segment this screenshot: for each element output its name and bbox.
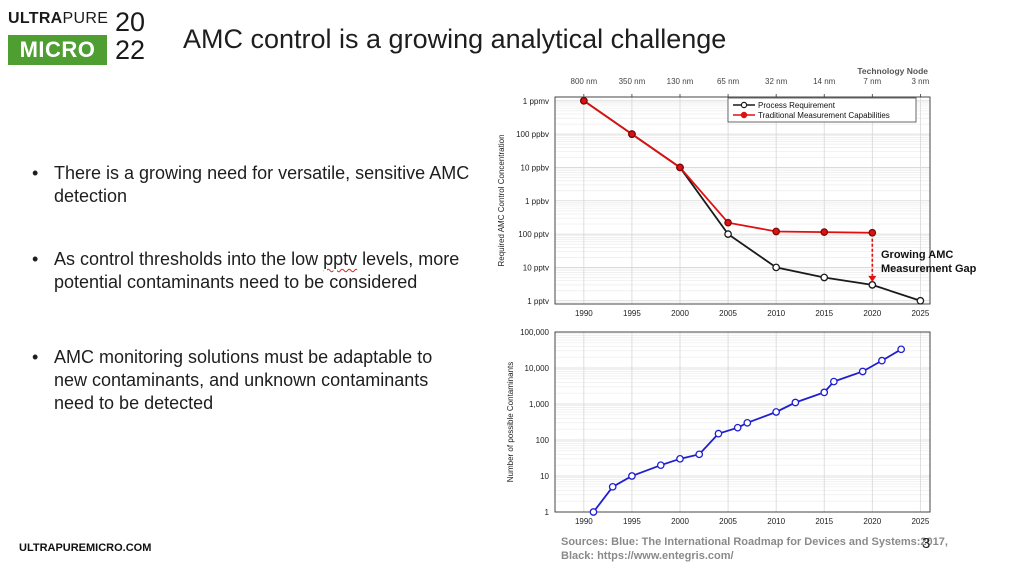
top-axis-title: Technology Node	[857, 66, 928, 76]
y-tick-label: 100 pptv	[518, 230, 549, 239]
data-point	[829, 377, 838, 386]
x-tick-label: 2005	[719, 309, 737, 318]
data-point	[820, 388, 829, 397]
data-point	[628, 130, 636, 138]
x-tick-label: 1990	[575, 309, 593, 318]
legend-swatch-marker	[740, 111, 748, 119]
legend-label: Process Requirement	[758, 101, 836, 110]
y-tick-label: 10	[540, 472, 549, 481]
y-tick-label: 100,000	[520, 328, 549, 337]
bullet-list: There is a growing need for versatile, s…	[30, 162, 470, 415]
data-point	[724, 230, 732, 238]
footer-url: ULTRAPUREMICRO.COM	[19, 542, 152, 554]
y-tick-label: 10,000	[525, 364, 550, 373]
x-tick-label: 2020	[863, 517, 881, 526]
data-point	[791, 398, 800, 407]
data-point	[772, 227, 781, 236]
data-point	[724, 218, 732, 227]
data-point	[868, 228, 877, 237]
x-tick-label: 1995	[623, 517, 641, 526]
x-tick-label: 2025	[911, 517, 929, 526]
y-tick-label: 1 ppbv	[525, 197, 549, 206]
bullet-3: AMC monitoring solutions must be adaptab…	[30, 346, 470, 415]
node-tick-label: 14 nm	[813, 77, 836, 86]
gap-annotation: Growing AMC Measurement Gap	[881, 249, 977, 275]
x-tick-label: 2015	[815, 309, 833, 318]
legend-box	[727, 97, 917, 123]
x-tick-label: 2010	[767, 517, 785, 526]
data-point	[868, 281, 877, 289]
y-tick-label: 1,000	[529, 400, 550, 409]
data-point	[714, 429, 723, 438]
legend-label: Traditional Measurement Capabilities	[758, 111, 890, 120]
sources-note: Sources: Blue: The International Roadmap…	[561, 536, 948, 562]
slide-title: AMC control is a growing analytical chal…	[183, 24, 727, 54]
logo-wordmark: ULTRAPURE	[8, 10, 109, 27]
data-point	[733, 423, 742, 432]
node-tick-label: 7 nm	[863, 77, 881, 86]
y-tick-label: 100 ppbv	[516, 130, 549, 139]
y-tick-label: 10 pptv	[523, 263, 549, 272]
logo-micro-box: MICRO	[8, 35, 107, 65]
x-tick-label: 2000	[671, 517, 689, 526]
node-tick-label: 32 nm	[765, 77, 788, 86]
bullet-1: There is a growing need for versatile, s…	[30, 162, 470, 208]
gap-arrow-head	[868, 275, 877, 282]
amc-charts: 1 pptv 10 pptv 100 pptv 1 ppbv 10 ppbv 100 pp…	[497, 66, 931, 526]
plot-frame	[554, 96, 931, 305]
data-point	[916, 296, 925, 305]
y-tick-label: 10 ppbv	[521, 163, 549, 172]
data-point	[878, 356, 886, 365]
y-axis-label: Required AMC Control Concentration	[497, 134, 506, 266]
x-tick-label: 2025	[911, 309, 929, 318]
data-point	[897, 345, 906, 354]
plot-area	[555, 332, 930, 512]
node-tick-label: 350 nm	[619, 77, 646, 86]
x-tick-label: 1990	[575, 517, 593, 526]
ultrapure-micro-2022-logo: ULTRAPURE MICRO 20 22	[8, 8, 153, 66]
y-tick-label: 1 ppmv	[523, 97, 549, 106]
node-tick-label: 3 nm	[911, 77, 929, 86]
logo-year: 20 22	[115, 7, 146, 65]
x-tick-label: 2000	[671, 309, 689, 318]
data-point	[589, 508, 598, 516]
data-point	[820, 228, 829, 236]
data-point	[608, 482, 617, 491]
x-tick-label: 1995	[623, 309, 641, 318]
x-tick-label: 2015	[815, 517, 833, 526]
x-tick-label: 2020	[863, 309, 881, 318]
data-point	[676, 454, 684, 463]
data-point	[579, 96, 588, 105]
y-tick-label: 100	[536, 436, 550, 445]
data-point	[695, 450, 704, 459]
page-number: 3	[922, 535, 931, 552]
bullet-2: As control thresholds into the low pptv …	[30, 248, 470, 294]
node-tick-label: 130 nm	[667, 77, 694, 86]
y-tick-label: 1	[545, 508, 550, 517]
data-point	[743, 418, 752, 427]
y-axis-label: Number of possible Contaminants	[506, 362, 515, 483]
plot-frame	[554, 331, 931, 513]
node-tick-label: 800 nm	[571, 77, 598, 86]
data-point	[772, 408, 781, 416]
x-tick-label: 2005	[719, 517, 737, 526]
data-point	[676, 163, 684, 172]
data-point	[656, 461, 665, 470]
data-point	[628, 472, 636, 480]
data-point	[820, 273, 829, 282]
y-tick-label: 1 pptv	[527, 297, 549, 306]
x-tick-label: 2010	[767, 309, 785, 318]
spellcheck-flagged-word[interactable]: pptv	[323, 249, 358, 269]
node-tick-label: 65 nm	[717, 77, 740, 86]
data-point	[858, 367, 867, 376]
legend-swatch-marker	[740, 101, 748, 109]
data-point	[772, 263, 781, 272]
